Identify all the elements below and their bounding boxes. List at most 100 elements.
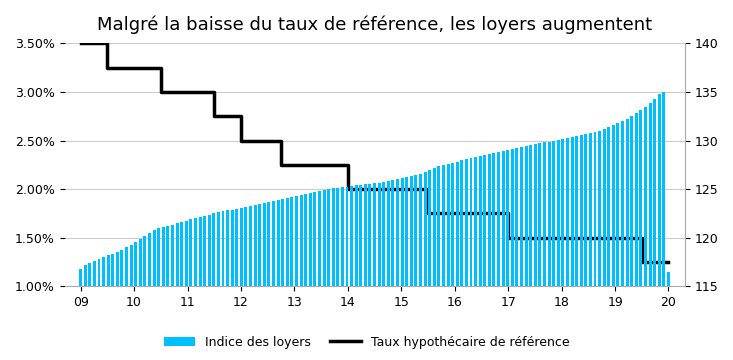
Bar <box>438 166 441 286</box>
Bar <box>612 125 615 286</box>
Bar <box>483 155 486 286</box>
Bar <box>405 177 408 286</box>
Bar <box>97 259 100 286</box>
Bar <box>460 160 463 286</box>
Bar <box>263 203 266 286</box>
Bar <box>207 215 210 286</box>
Bar <box>336 188 339 286</box>
Bar <box>580 135 583 286</box>
Bar <box>501 151 504 286</box>
Bar <box>424 172 427 286</box>
Bar <box>603 129 605 286</box>
Bar <box>235 208 238 286</box>
Bar <box>130 244 133 286</box>
Bar <box>295 196 298 286</box>
Bar <box>107 255 110 286</box>
Bar <box>144 236 147 286</box>
Bar <box>621 121 624 286</box>
Bar <box>584 134 587 286</box>
Bar <box>125 247 128 286</box>
Bar <box>396 179 399 286</box>
Bar <box>639 111 642 286</box>
Bar <box>410 176 413 286</box>
Bar <box>428 170 431 286</box>
Bar <box>245 207 248 286</box>
Bar <box>79 269 82 286</box>
Bar <box>309 193 312 286</box>
Bar <box>364 184 366 286</box>
Bar <box>419 174 422 286</box>
Bar <box>152 230 155 286</box>
Title: Malgré la baisse du taux de référence, les loyers augmentent: Malgré la baisse du taux de référence, l… <box>97 15 652 33</box>
Bar <box>598 131 601 286</box>
Bar <box>369 184 372 286</box>
Bar <box>355 185 358 286</box>
Bar <box>594 132 597 286</box>
Bar <box>350 186 353 286</box>
Bar <box>534 144 537 286</box>
Bar <box>608 127 611 286</box>
Bar <box>268 202 270 286</box>
Legend: Indice des loyers, Taux hypothécaire de référence: Indice des loyers, Taux hypothécaire de … <box>158 331 575 354</box>
Bar <box>102 257 105 286</box>
Bar <box>194 218 197 286</box>
Bar <box>446 164 449 286</box>
Bar <box>465 159 468 286</box>
Bar <box>626 119 629 286</box>
Bar <box>414 175 417 286</box>
Bar <box>221 211 224 286</box>
Bar <box>529 145 532 286</box>
Bar <box>377 183 380 286</box>
Bar <box>479 156 482 286</box>
Bar <box>667 272 670 286</box>
Bar <box>171 225 174 286</box>
Bar <box>89 263 92 286</box>
Bar <box>391 180 394 286</box>
Bar <box>213 213 216 286</box>
Bar <box>139 239 141 286</box>
Bar <box>116 252 119 286</box>
Bar <box>231 210 234 286</box>
Bar <box>649 103 652 286</box>
Bar <box>240 208 243 286</box>
Bar <box>290 197 293 286</box>
Bar <box>644 107 647 286</box>
Bar <box>300 195 303 286</box>
Bar <box>327 189 330 286</box>
Bar <box>203 216 206 286</box>
Bar <box>185 221 188 286</box>
Bar <box>345 187 348 286</box>
Bar <box>332 188 335 286</box>
Bar <box>120 250 123 286</box>
Bar <box>539 143 542 286</box>
Bar <box>93 261 96 286</box>
Bar <box>570 137 573 286</box>
Bar <box>272 201 275 286</box>
Bar <box>281 199 284 286</box>
Bar <box>653 99 656 286</box>
Bar <box>575 136 578 286</box>
Bar <box>387 181 390 286</box>
Bar <box>557 140 560 286</box>
Bar <box>451 163 454 286</box>
Bar <box>511 149 514 286</box>
Bar <box>474 157 477 286</box>
Bar <box>543 143 546 286</box>
Bar <box>111 254 114 286</box>
Bar <box>635 113 638 286</box>
Bar <box>373 183 376 286</box>
Bar <box>162 227 165 286</box>
Bar <box>180 222 183 286</box>
Bar <box>199 217 202 286</box>
Bar <box>566 138 569 286</box>
Bar <box>493 153 496 286</box>
Bar <box>663 92 666 286</box>
Bar <box>217 212 220 286</box>
Bar <box>507 150 509 286</box>
Bar <box>589 133 592 286</box>
Bar <box>497 152 500 286</box>
Bar <box>525 147 528 286</box>
Bar <box>658 94 660 286</box>
Bar <box>359 185 362 286</box>
Bar <box>254 205 257 286</box>
